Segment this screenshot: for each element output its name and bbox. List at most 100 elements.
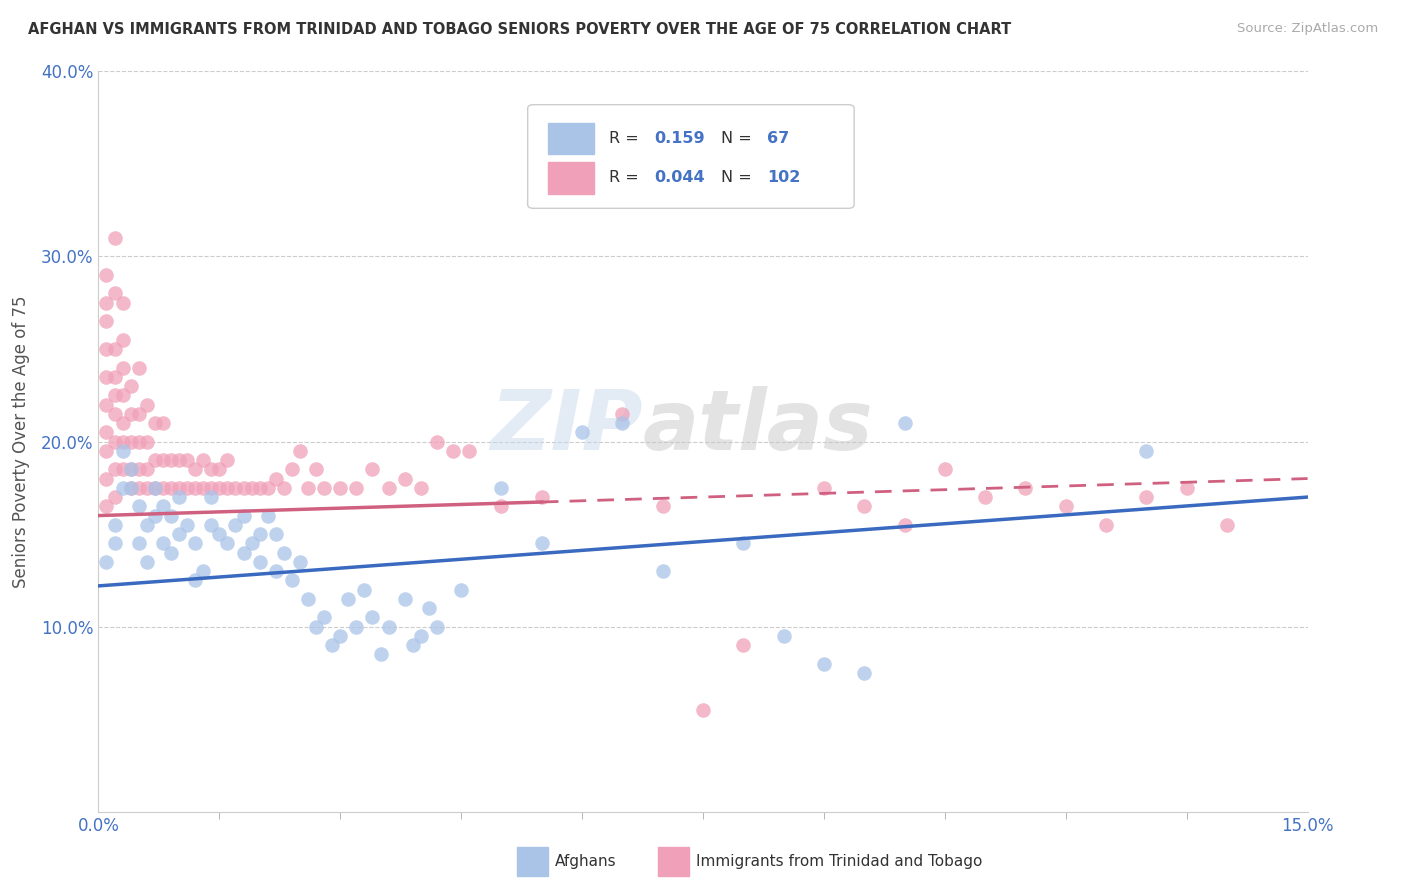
- Point: [1135, 490, 1157, 504]
- Point: [96, 472, 118, 486]
- Point: [128, 481, 150, 495]
- Text: N =: N =: [721, 131, 752, 146]
- Point: [1216, 517, 1239, 532]
- Point: [160, 508, 183, 523]
- Point: [160, 545, 183, 560]
- Point: [370, 648, 392, 662]
- Point: [353, 582, 375, 597]
- Point: [128, 434, 150, 449]
- Point: [152, 536, 174, 550]
- Point: [692, 703, 714, 717]
- Point: [96, 369, 118, 384]
- Point: [232, 545, 254, 560]
- Point: [111, 333, 134, 347]
- Point: [217, 536, 239, 550]
- Point: [128, 462, 150, 476]
- Point: [281, 574, 304, 588]
- Point: [120, 407, 142, 421]
- Point: [450, 582, 472, 597]
- Point: [853, 665, 876, 680]
- Point: [120, 481, 142, 495]
- Text: R =: R =: [609, 170, 638, 186]
- Point: [120, 462, 142, 476]
- Point: [103, 407, 125, 421]
- Point: [1095, 517, 1118, 532]
- Point: [103, 369, 125, 384]
- Point: [217, 481, 239, 495]
- Point: [612, 407, 634, 421]
- Point: [249, 555, 271, 569]
- Point: [240, 536, 263, 550]
- Point: [200, 490, 222, 504]
- Point: [305, 619, 328, 633]
- Point: [143, 453, 166, 467]
- Point: [733, 638, 755, 652]
- Text: Source: ZipAtlas.com: Source: ZipAtlas.com: [1237, 22, 1378, 36]
- Point: [651, 500, 673, 514]
- Point: [176, 517, 198, 532]
- Point: [337, 591, 360, 606]
- Point: [264, 527, 287, 541]
- Point: [273, 481, 295, 495]
- Point: [974, 490, 997, 504]
- Point: [193, 453, 215, 467]
- Point: [1014, 481, 1036, 495]
- Text: N =: N =: [721, 170, 752, 186]
- Point: [426, 434, 449, 449]
- Text: ZIP: ZIP: [489, 386, 643, 467]
- Point: [111, 295, 134, 310]
- Point: [200, 462, 222, 476]
- Point: [361, 462, 384, 476]
- Point: [152, 416, 174, 430]
- Point: [103, 342, 125, 356]
- Point: [143, 481, 166, 495]
- Point: [418, 601, 440, 615]
- Point: [111, 416, 134, 430]
- Text: Immigrants from Trinidad and Tobago: Immigrants from Trinidad and Tobago: [696, 855, 983, 869]
- Point: [240, 481, 263, 495]
- Point: [394, 591, 416, 606]
- Point: [103, 462, 125, 476]
- Point: [111, 481, 134, 495]
- Point: [135, 481, 157, 495]
- Point: [256, 508, 278, 523]
- Point: [733, 536, 755, 550]
- Point: [224, 517, 246, 532]
- Point: [813, 481, 835, 495]
- Point: [344, 619, 367, 633]
- Point: [893, 517, 915, 532]
- Point: [344, 481, 367, 495]
- Text: AFGHAN VS IMMIGRANTS FROM TRINIDAD AND TOBAGO SENIORS POVERTY OVER THE AGE OF 75: AFGHAN VS IMMIGRANTS FROM TRINIDAD AND T…: [28, 22, 1011, 37]
- Point: [402, 638, 425, 652]
- FancyBboxPatch shape: [527, 104, 855, 209]
- Point: [96, 443, 118, 458]
- Text: 0.159: 0.159: [655, 131, 706, 146]
- Point: [167, 490, 190, 504]
- Point: [111, 388, 134, 402]
- Text: 67: 67: [768, 131, 789, 146]
- Point: [853, 500, 876, 514]
- Point: [96, 555, 118, 569]
- Point: [120, 379, 142, 393]
- Point: [120, 434, 142, 449]
- Point: [200, 481, 222, 495]
- Point: [135, 462, 157, 476]
- Text: 0.044: 0.044: [655, 170, 706, 186]
- Point: [264, 472, 287, 486]
- Point: [135, 517, 157, 532]
- Point: [208, 527, 231, 541]
- Point: [1135, 443, 1157, 458]
- Point: [377, 619, 399, 633]
- Point: [143, 508, 166, 523]
- Point: [193, 481, 215, 495]
- Point: [329, 481, 352, 495]
- Point: [651, 564, 673, 578]
- Point: [1054, 500, 1077, 514]
- Point: [458, 443, 481, 458]
- Point: [394, 472, 416, 486]
- Point: [103, 286, 125, 301]
- Bar: [517, 847, 548, 876]
- Point: [184, 536, 207, 550]
- Point: [288, 555, 311, 569]
- Text: R =: R =: [609, 131, 638, 146]
